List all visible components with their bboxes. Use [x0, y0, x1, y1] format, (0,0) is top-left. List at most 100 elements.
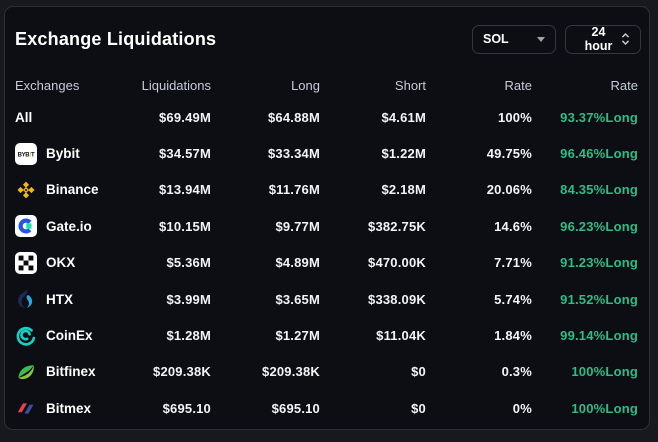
bitfinex-icon	[15, 361, 37, 383]
panel-header: Exchange Liquidations SOL 24 hour	[5, 7, 649, 61]
exchange-name: Binance	[46, 182, 99, 198]
long-value: $33.34M	[268, 146, 320, 162]
exchange-cell: Gate.io	[15, 215, 115, 238]
short-value: $1.22M	[381, 146, 426, 162]
table-row-bitfinex[interactable]: Bitfinex $209.38K $209.38K $0 0.3% 100%Long	[5, 354, 649, 390]
table-header-row: Exchanges Liquidations Long Short Rate Rate	[5, 71, 649, 99]
exchange-cell: Bitmex	[15, 397, 115, 419]
long-value: $695.10	[271, 400, 320, 416]
long-rate-value: 91.23%Long	[560, 255, 638, 271]
svg-text:BYB!T: BYB!T	[18, 152, 35, 158]
long-value: $4.89M	[275, 255, 320, 271]
liquidations-value: $209.38K	[153, 364, 211, 380]
long-rate-value: 100%Long	[571, 400, 638, 416]
long-rate-value: 84.35%Long	[560, 182, 638, 198]
table-row-okx[interactable]: OKX $5.36M $4.89M $470.00K 7.71% 91.23%Long	[5, 245, 649, 281]
column-header-liquidations[interactable]: Liquidations	[141, 77, 211, 93]
table-row-all[interactable]: All $69.49M $64.88M $4.61M 100% 93.37%Long	[5, 99, 649, 135]
short-value: $11.04K	[376, 328, 426, 344]
timeframe-select[interactable]: 24 hour	[565, 24, 641, 54]
binance-icon	[15, 179, 37, 201]
bybit-icon: BYB!T	[15, 142, 37, 165]
exchange-cell: BYB!T Bybit	[15, 142, 115, 165]
liquidations-value: $695.10	[162, 400, 211, 416]
rate-value: 49.75%	[486, 146, 532, 162]
exchange-name: CoinEx	[46, 328, 93, 344]
liquidations-value: $69.49M	[159, 109, 211, 125]
table-row-binance[interactable]: Binance $13.94M $11.76M $2.18M 20.06% 84.35%L…	[5, 172, 649, 208]
liquidations-value: $1.28M	[166, 328, 211, 344]
exchange-name: Bitfinex	[46, 364, 96, 380]
liquidations-value: $5.36M	[166, 255, 211, 271]
table-row-bybit[interactable]: BYB!T Bybit $34.57M $33.34M $1.22M 49.75% 96.4…	[5, 135, 649, 171]
table-row-gate-io[interactable]: Gate.io $10.15M $9.77M $382.75K 14.6% 96.23%L…	[5, 208, 649, 244]
rate-value: 20.06%	[486, 182, 532, 198]
exchange-cell: HTX	[15, 288, 115, 310]
column-header-short[interactable]: Short	[394, 77, 426, 93]
long-rate-value: 91.52%Long	[560, 291, 638, 307]
exchange-cell: OKX	[15, 251, 115, 274]
coinex-icon	[15, 325, 37, 347]
exchange-name: OKX	[46, 255, 76, 271]
table-row-bitmex[interactable]: Bitmex $695.10 $695.10 $0 0% 100%Long	[5, 390, 649, 426]
rate-value: 7.71%	[494, 255, 532, 271]
short-value: $470.00K	[368, 255, 426, 271]
table-row-coinex[interactable]: CoinEx $1.28M $1.27M $11.04K 1.84% 99.14%Long	[5, 317, 649, 353]
up-down-chevrons-icon	[621, 32, 630, 46]
symbol-select-value: SOL	[483, 32, 509, 46]
exchange-name: Bitmex	[46, 400, 92, 416]
rate-value: 0.3%	[501, 364, 532, 380]
long-value: $11.76M	[268, 182, 320, 198]
long-rate-value: 96.23%Long	[560, 218, 638, 234]
symbol-select[interactable]: SOL	[472, 24, 556, 54]
exchange-cell: Binance	[15, 179, 115, 201]
table-body: All $69.49M $64.88M $4.61M 100% 93.37%Long BYB…	[5, 99, 649, 427]
liquidations-value: $3.99M	[166, 291, 211, 307]
rate-value: 14.6%	[494, 218, 532, 234]
chevron-down-icon	[537, 36, 545, 42]
liquidations-value: $34.57M	[159, 146, 211, 162]
long-rate-value: 100%Long	[571, 364, 638, 380]
long-value: $1.27M	[275, 328, 320, 344]
page-title: Exchange Liquidations	[15, 28, 217, 49]
short-value: $0	[411, 364, 426, 380]
exchange-cell: Bitfinex	[15, 361, 115, 383]
okx-icon	[15, 251, 37, 274]
exchange-cell: All	[15, 110, 115, 125]
column-header-rate-long[interactable]: Rate	[610, 77, 638, 93]
column-header-exchanges[interactable]: Exchanges	[15, 77, 80, 93]
long-rate-value: 96.46%Long	[560, 146, 638, 162]
short-value: $338.09K	[368, 291, 426, 307]
table-row-htx[interactable]: HTX $3.99M $3.65M $338.09K 5.74% 91.52%Long	[5, 281, 649, 317]
timeframe-select-value: 24 hour	[584, 25, 613, 53]
short-value: $4.61M	[381, 109, 426, 125]
long-value: $9.77M	[275, 218, 320, 234]
column-header-long[interactable]: Long	[291, 77, 320, 93]
long-rate-value: 99.14%Long	[560, 328, 638, 344]
liquidations-value: $13.94M	[159, 182, 211, 198]
liquidations-value: $10.15M	[159, 218, 211, 234]
htx-icon	[15, 288, 37, 310]
exchange-liquidations-panel: Exchange Liquidations SOL 24 hour Exchan…	[4, 6, 650, 430]
short-value: $382.75K	[368, 218, 426, 234]
long-value: $209.38K	[262, 364, 320, 380]
gateio-icon	[15, 215, 37, 238]
exchange-cell: CoinEx	[15, 325, 115, 347]
rate-value: 0%	[512, 400, 532, 416]
exchange-name: HTX	[46, 291, 73, 307]
exchange-name: Gate.io	[46, 218, 92, 234]
long-value: $3.65M	[275, 291, 320, 307]
bitmex-icon	[15, 397, 37, 419]
long-rate-value: 93.37%Long	[560, 109, 638, 125]
exchange-name: All	[15, 109, 33, 125]
rate-value: 100%	[497, 109, 532, 125]
short-value: $2.18M	[381, 182, 426, 198]
long-value: $64.88M	[268, 109, 320, 125]
rate-value: 1.84%	[494, 328, 532, 344]
column-header-rate[interactable]: Rate	[504, 77, 532, 93]
liquidations-table: Exchanges Liquidations Long Short Rate Rate A…	[5, 71, 649, 427]
short-value: $0	[411, 400, 426, 416]
exchange-name: Bybit	[46, 146, 80, 162]
panel-controls: SOL 24 hour	[472, 24, 641, 54]
rate-value: 5.74%	[494, 291, 532, 307]
